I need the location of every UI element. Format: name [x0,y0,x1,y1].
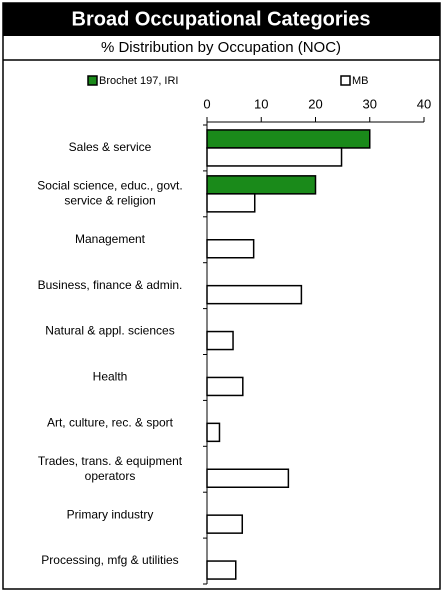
bar [206,422,221,443]
y-tick-label: Health [93,370,128,384]
chart-title: Broad Occupational Categories [72,8,371,30]
bar [206,560,237,580]
legend-swatch [340,75,351,86]
y-tick-label: Social science, educ., govt. service & re… [37,179,182,208]
bar [206,193,256,213]
legend-swatch [87,75,98,86]
chart-subtitle: % Distribution by Occupation (NOC) [101,39,341,56]
y-tick-label: Trades, trans. & equipment operators [38,454,183,483]
bar [206,129,371,149]
y-tick-label: Processing, mfg & utilities [41,553,178,567]
legend-label: Brochet 197, IRI [99,75,179,87]
bar [206,330,234,351]
bar [206,175,317,195]
x-tick-label: 20 [308,96,322,111]
y-tick-label: Sales & service [69,140,152,154]
y-tick-label: Natural & appl. sciences [45,324,174,338]
bar [206,284,303,305]
x-tick-label: 0 [203,96,210,111]
bar [206,514,244,534]
x-tick-label: 30 [363,96,377,111]
x-tick-label: 40 [417,96,431,111]
y-tick-label: Primary industry [67,507,154,521]
title-bar [3,3,440,36]
y-tick-label: Art, culture, rec. & sport [47,416,174,430]
legend-label: MB [352,75,369,87]
x-tick-label: 10 [254,96,268,111]
bar [206,239,255,259]
y-tick-label: Business, finance & admin. [38,278,183,292]
bar [206,147,343,167]
y-tick-label: Management [75,232,146,246]
bar [206,376,244,397]
bar [206,468,290,488]
